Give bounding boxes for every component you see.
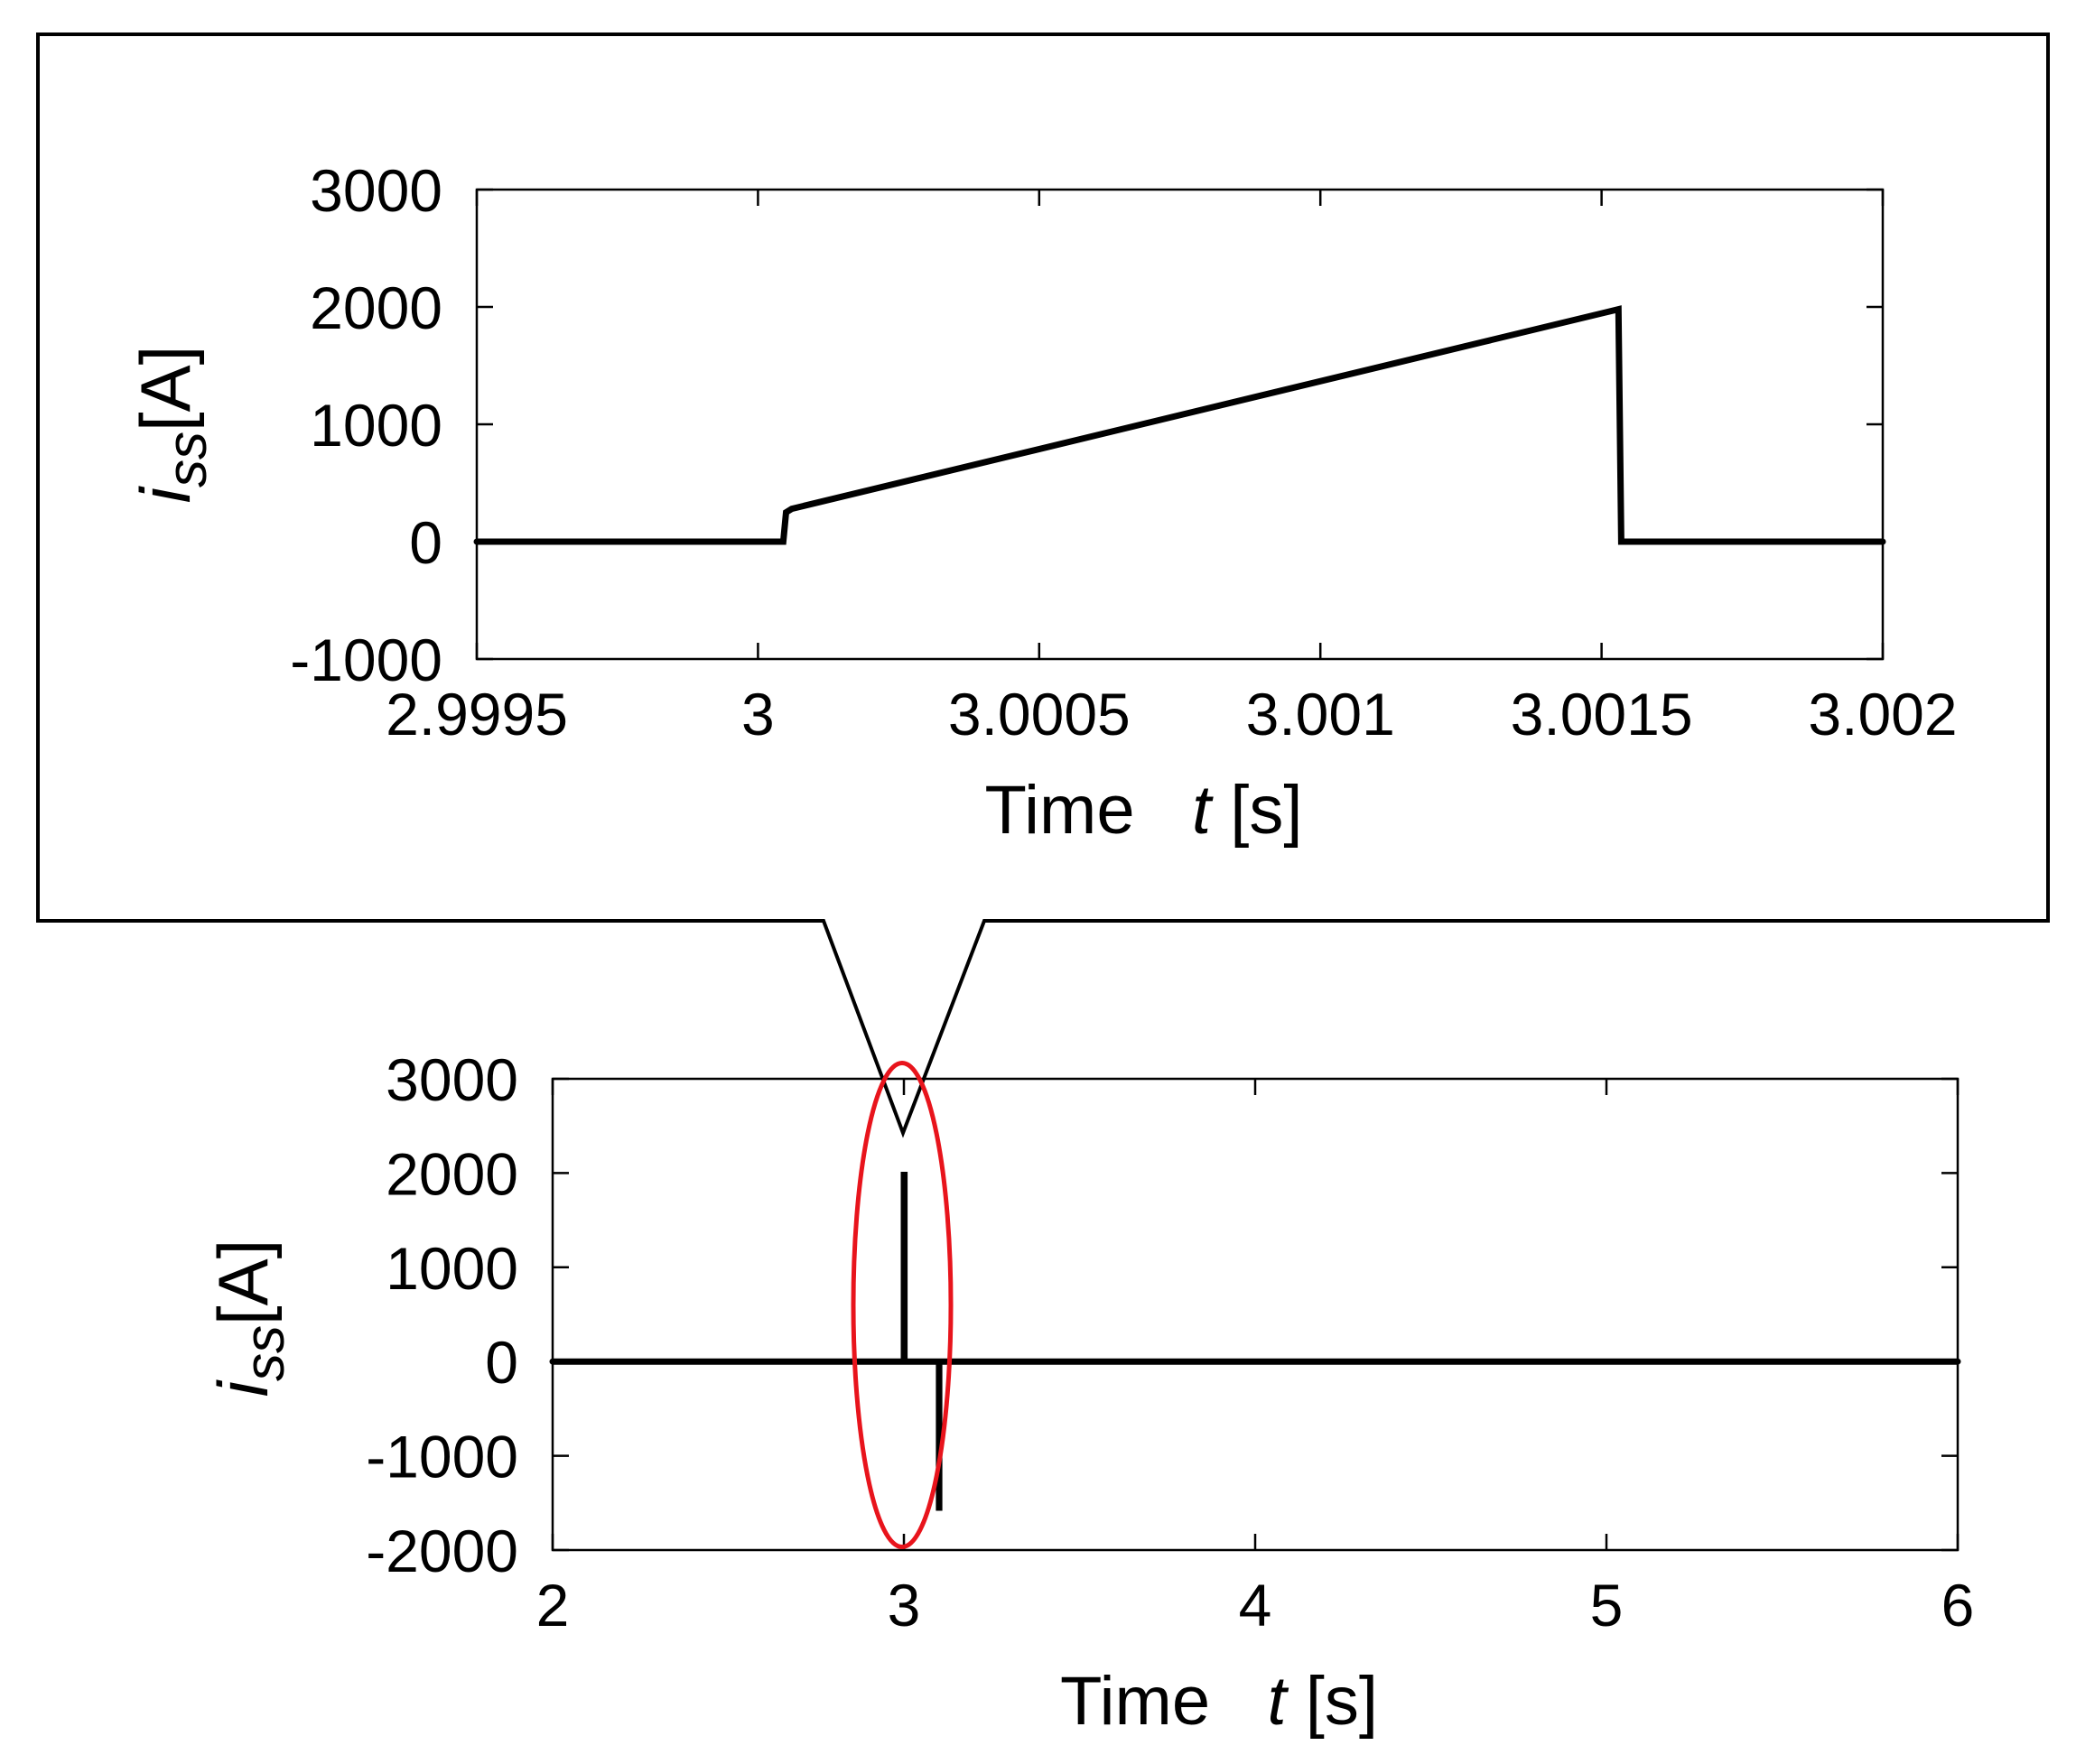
x-tick-label: 2	[536, 1572, 570, 1639]
inset-chart: 2.9995 3 3.0005 3.001 3.0015 3.002 -1000 0 1000 2…	[126, 157, 1958, 849]
y-tick-label: 2000	[386, 1140, 518, 1207]
plot-frame	[551, 1077, 1960, 1552]
x-tick-label: 3.001	[1246, 681, 1395, 747]
y-tick-label: 0	[409, 509, 442, 576]
y-tick-label: 1000	[386, 1235, 518, 1302]
x-tick-label: 2.9995	[386, 681, 568, 747]
y-tick-label: 0	[485, 1329, 518, 1396]
series-line	[549, 1172, 1961, 1511]
y-axis-label: iss[A]	[126, 346, 219, 504]
x-tick-label: 3	[888, 1572, 921, 1639]
y-tick-label: -1000	[366, 1424, 518, 1490]
y-tick-label: 3000	[386, 1046, 518, 1113]
y-tick-label: 3000	[310, 157, 442, 224]
y-tick-label: 2000	[310, 274, 442, 341]
x-axis-label: Time t [s]	[1060, 1663, 1378, 1740]
x-tick-label: 5	[1590, 1572, 1624, 1639]
x-tick-label: 6	[1941, 1572, 1975, 1639]
x-tick-label: 3	[741, 681, 775, 747]
x-tick-label: 3.0015	[1511, 681, 1693, 747]
x-tick-label: 4	[1239, 1572, 1272, 1639]
y-axis-label: iss[A]	[203, 1239, 296, 1397]
highlight-ellipse	[851, 1061, 954, 1550]
x-tick-label: 3.0005	[948, 681, 1131, 747]
x-axis-label: Time t [s]	[985, 772, 1303, 849]
x-tick-label: 3.002	[1808, 681, 1957, 747]
y-tick-label: 1000	[310, 392, 442, 459]
inset-callout-box	[36, 32, 2050, 1138]
series-line	[473, 305, 1886, 545]
y-tick-label: -1000	[290, 627, 442, 693]
main-chart: 2 3 4 5 6 -2000 -1000 0 1000 2000 3000 Time t [s] is…	[203, 1046, 1974, 1740]
y-tick-label: -2000	[366, 1518, 518, 1584]
